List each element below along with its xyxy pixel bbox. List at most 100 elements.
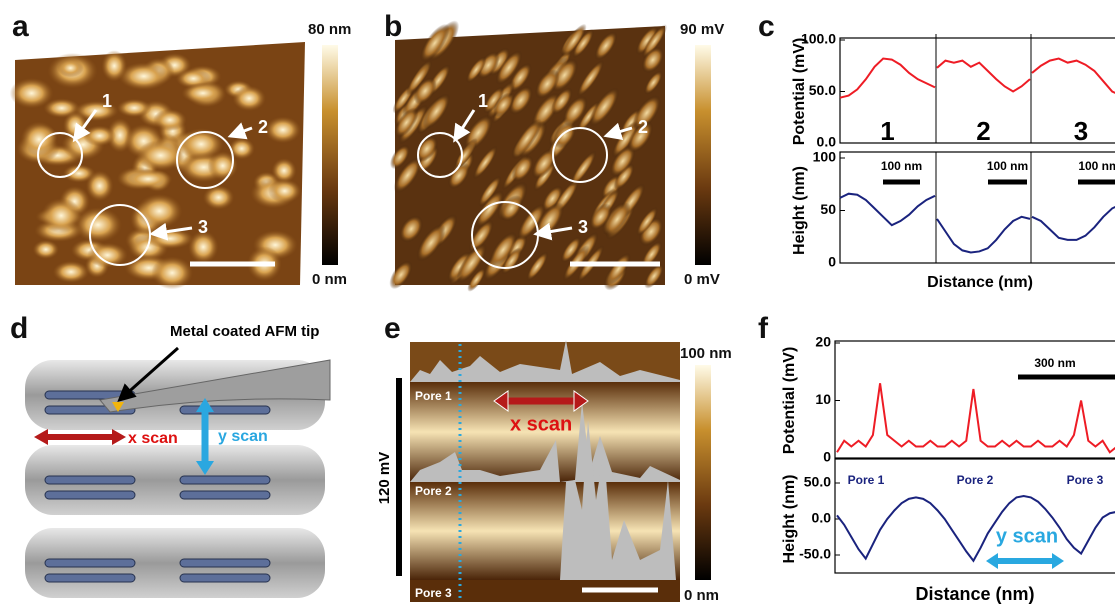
y-tick-label: 50.0 bbox=[804, 474, 831, 490]
texture-blob bbox=[124, 169, 173, 189]
texture-blob bbox=[181, 83, 224, 104]
texture-blob bbox=[41, 198, 81, 233]
series-label: 1 bbox=[880, 116, 894, 146]
y-tick-label: 0 bbox=[828, 254, 836, 270]
molecule bbox=[45, 574, 135, 582]
data-line bbox=[1032, 202, 1115, 240]
x-axis-label: Distance (nm) bbox=[915, 584, 1034, 604]
molecule bbox=[180, 476, 270, 484]
pore-label: Pore 2 bbox=[957, 473, 994, 487]
annotation: x scan bbox=[128, 430, 178, 447]
scale-label: 300 nm bbox=[1034, 356, 1075, 370]
panel-d: Metal coated AFM tip x scan y scan d bbox=[10, 312, 330, 598]
panel-e: 120 mV Pore 1 Pore 2 Pore 3 x scan 100 n… bbox=[376, 312, 732, 604]
annotation: Metal coated AFM tip bbox=[170, 323, 319, 340]
data-line bbox=[937, 61, 1030, 92]
data-line bbox=[840, 194, 935, 226]
y-tick-label: 50 bbox=[820, 201, 836, 217]
molecule bbox=[180, 406, 270, 414]
figure: 1 2 3 80 nm 0 nm a 1 2 3 90 mV 0 mV b c … bbox=[0, 0, 1115, 606]
panel-label: b bbox=[384, 10, 402, 43]
scale-bar bbox=[396, 378, 402, 576]
molecule bbox=[180, 491, 270, 499]
colorbar-label: 0 nm bbox=[312, 271, 347, 288]
data-line bbox=[837, 496, 1115, 561]
annotation: y scan bbox=[996, 525, 1058, 547]
data-line bbox=[837, 383, 1115, 452]
texture-blob bbox=[151, 256, 193, 289]
marker-label: 2 bbox=[638, 117, 648, 137]
y-tick-label: 50.0 bbox=[809, 82, 836, 98]
panel-label: a bbox=[12, 10, 29, 43]
annotation: x scan bbox=[510, 413, 572, 435]
marker-label: 1 bbox=[102, 91, 112, 111]
texture-blob bbox=[10, 78, 54, 109]
colorbar bbox=[322, 45, 338, 265]
molecule bbox=[180, 574, 270, 582]
texture-blob bbox=[53, 261, 89, 283]
marker-label: 1 bbox=[478, 91, 488, 111]
colorbar bbox=[695, 365, 711, 580]
marker-label: 3 bbox=[198, 217, 208, 237]
y-axis-label: Height (nm) bbox=[781, 475, 798, 564]
scale-label: 100 nm bbox=[1078, 159, 1115, 173]
pore-label: Pore 1 bbox=[848, 473, 885, 487]
colorbar-label: 100 nm bbox=[680, 345, 732, 362]
panel-label: c bbox=[758, 10, 775, 43]
y-tick-label: 100 bbox=[813, 149, 837, 165]
colorbar bbox=[695, 45, 711, 265]
panel-b: 1 2 3 90 mV 0 mV b bbox=[384, 10, 724, 295]
texture-blob bbox=[57, 59, 83, 77]
texture-blob bbox=[153, 109, 187, 131]
data-line bbox=[840, 59, 935, 98]
y-tick-label: 0 bbox=[823, 449, 831, 465]
data-line bbox=[1032, 59, 1115, 98]
panel-label: e bbox=[384, 312, 401, 345]
texture-blob bbox=[136, 194, 182, 228]
series-label: 2 bbox=[976, 116, 990, 146]
colorbar-label: 80 nm bbox=[308, 21, 351, 38]
y-tick-label: 0.0 bbox=[812, 510, 832, 526]
texture-blob bbox=[33, 240, 59, 259]
texture-blob bbox=[83, 125, 116, 146]
texture-blob bbox=[268, 179, 301, 203]
texture-blob bbox=[101, 50, 127, 81]
arrowhead bbox=[986, 553, 998, 569]
pore-label: Pore 1 bbox=[415, 389, 452, 403]
scale-label: 120 mV bbox=[376, 452, 393, 505]
scale-label: 100 nm bbox=[987, 159, 1028, 173]
y-axis-label: Potential (mV) bbox=[791, 38, 808, 146]
x-axis-label: Distance (nm) bbox=[927, 274, 1033, 291]
y-tick-label: -50.0 bbox=[799, 546, 831, 562]
series-label: 3 bbox=[1074, 116, 1088, 146]
molecule bbox=[45, 491, 135, 499]
y-tick-label: 0.0 bbox=[817, 134, 837, 150]
arrowhead bbox=[112, 429, 126, 445]
data-line bbox=[937, 217, 1030, 253]
annotation: y scan bbox=[218, 428, 268, 445]
panel-label: f bbox=[758, 312, 769, 345]
colorbar-label: 0 mV bbox=[684, 271, 720, 288]
arrowhead bbox=[34, 429, 48, 445]
texture-blob bbox=[117, 99, 152, 118]
colorbar-label: 0 nm bbox=[684, 587, 719, 604]
y-axis-label: Height (nm) bbox=[791, 166, 808, 255]
page: {"panels":{ "a":{"label":"a","colorbar":… bbox=[0, 0, 1115, 606]
molecule bbox=[45, 476, 135, 484]
pore-label: Pore 3 bbox=[1067, 473, 1104, 487]
texture-blob bbox=[232, 86, 266, 112]
texture-blob bbox=[86, 170, 114, 201]
texture-blob bbox=[265, 116, 301, 143]
colorbar-label: 90 mV bbox=[680, 21, 724, 38]
molecule bbox=[180, 559, 270, 567]
molecule bbox=[45, 559, 135, 567]
pore-label: Pore 3 bbox=[415, 586, 452, 600]
scale-label: 100 nm bbox=[881, 159, 922, 173]
y-tick-label: 20 bbox=[815, 334, 831, 350]
marker-label: 2 bbox=[258, 117, 268, 137]
pore-label: Pore 2 bbox=[415, 484, 452, 498]
y-axis-label: Potential (mV) bbox=[781, 347, 798, 455]
panel-a: 1 2 3 80 nm 0 nm a bbox=[10, 10, 352, 289]
arrowhead bbox=[1052, 553, 1064, 569]
marker-label: 3 bbox=[578, 217, 588, 237]
